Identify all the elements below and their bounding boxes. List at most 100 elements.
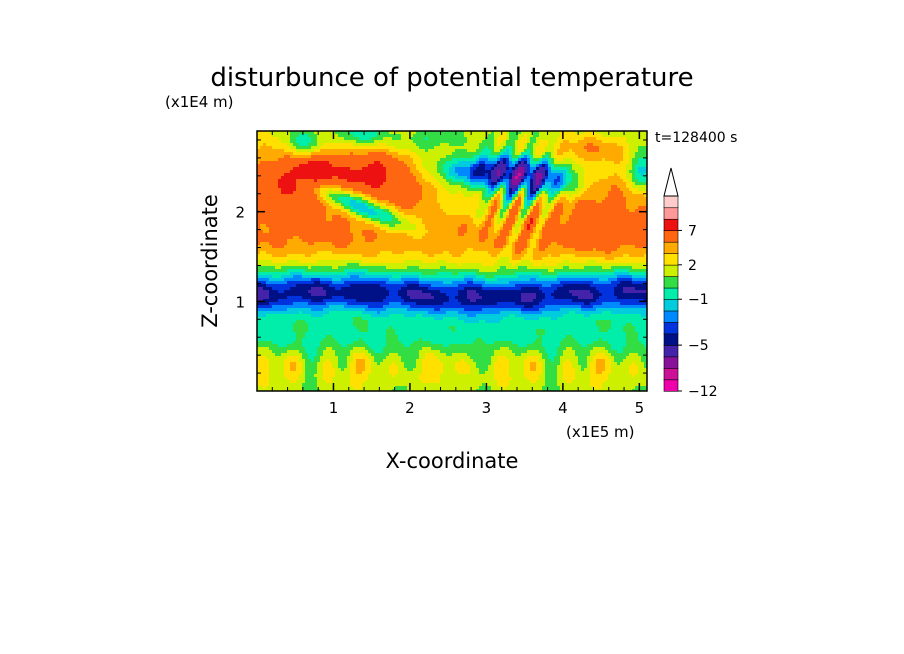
contour-cell — [371, 371, 390, 375]
contour-cell — [506, 356, 528, 360]
contour-cell — [551, 185, 561, 189]
contour-cell — [635, 167, 639, 171]
contour-cell — [572, 167, 585, 171]
contour-cell — [533, 134, 540, 138]
contour-cell — [497, 179, 501, 183]
contour-cell — [524, 359, 540, 363]
contour-cell — [350, 275, 360, 279]
contour-cell — [281, 266, 309, 270]
contour-cell — [557, 278, 600, 282]
contour-cell — [428, 137, 468, 141]
contour-cell — [497, 185, 501, 189]
contour-cell — [509, 131, 522, 135]
contour-cell — [542, 224, 546, 228]
contour-cell — [542, 386, 561, 390]
contour-cell — [524, 227, 528, 231]
contour-cell — [425, 137, 429, 141]
contour-cell — [518, 161, 522, 165]
contour-cell — [503, 158, 507, 162]
contour-cell — [569, 200, 573, 204]
contour-cell — [539, 317, 552, 321]
contour-cell — [533, 158, 540, 162]
contour-cell — [554, 296, 579, 300]
contour-cell — [518, 185, 522, 189]
contour-cell — [386, 206, 396, 210]
contour-cell — [500, 179, 504, 183]
contour-cell — [257, 242, 261, 246]
contour-cell — [473, 281, 486, 285]
contour-cell — [368, 269, 480, 273]
contour-cell — [296, 332, 306, 336]
x-tick-label: 2 — [405, 399, 415, 417]
contour-cell — [368, 374, 393, 378]
contour-cell — [269, 374, 285, 378]
contour-cell — [266, 284, 297, 288]
contour-cell — [461, 263, 483, 267]
contour-cell — [578, 140, 603, 144]
contour-cell — [467, 137, 486, 141]
contour-cell — [461, 224, 468, 228]
contour-cell — [521, 299, 534, 303]
contour-cell — [611, 371, 630, 375]
contour-cell — [536, 140, 540, 144]
contour-cell — [488, 134, 495, 138]
contour-cell — [563, 182, 567, 186]
contour-cell — [386, 170, 411, 174]
contour-cell — [536, 194, 540, 198]
contour-cell — [506, 212, 510, 216]
contour-cell — [257, 386, 264, 390]
contour-cell — [287, 260, 300, 264]
contour-cell — [569, 149, 573, 153]
contour-cell — [524, 206, 528, 210]
contour-cell — [434, 308, 441, 312]
contour-cell — [440, 206, 480, 210]
contour-cell — [584, 173, 615, 177]
contour-cell — [362, 317, 435, 321]
contour-cell — [257, 356, 267, 360]
contour-cell — [305, 368, 318, 372]
contour-cell — [407, 290, 423, 294]
contour-cell — [350, 353, 354, 357]
contour-cell — [416, 176, 423, 180]
contour-cell — [395, 203, 417, 207]
contour-cell — [623, 329, 636, 333]
contour-cell — [614, 161, 621, 165]
contour-cell — [497, 173, 501, 177]
contour-cell — [617, 173, 627, 177]
contour-cell — [494, 149, 501, 153]
contour-cell — [287, 239, 303, 243]
contour-cell — [269, 227, 351, 231]
contour-cell — [347, 365, 351, 369]
contour-cell — [635, 374, 647, 378]
contour-cell — [395, 215, 402, 219]
contour-cell — [257, 302, 270, 306]
contour-cell — [464, 179, 471, 183]
contour-cell — [257, 317, 354, 321]
contour-cell — [485, 383, 498, 387]
contour-cell — [608, 356, 615, 360]
contour-cell — [563, 179, 567, 183]
contour-cell — [542, 164, 546, 168]
contour-cell — [551, 215, 561, 219]
contour-cell — [479, 200, 486, 204]
contour-cell — [569, 215, 647, 219]
contour-cell — [269, 383, 303, 387]
contour-cell — [605, 251, 612, 255]
contour-cell — [491, 194, 495, 198]
contour-cell — [560, 344, 582, 348]
contour-cell — [329, 203, 336, 207]
contour-cell — [338, 359, 348, 363]
contour-cell — [284, 155, 291, 159]
contour-cell — [530, 206, 534, 210]
contour-cell — [548, 158, 552, 162]
contour-cell — [644, 173, 647, 177]
contour-cell — [440, 182, 450, 186]
contour-cell — [416, 167, 426, 171]
contour-cell — [308, 266, 312, 270]
contour-cell — [353, 323, 369, 327]
contour-cell — [284, 362, 291, 366]
contour-cell — [494, 194, 498, 198]
contour-cell — [434, 176, 444, 180]
contour-cell — [488, 185, 492, 189]
contour-cell — [350, 383, 363, 387]
